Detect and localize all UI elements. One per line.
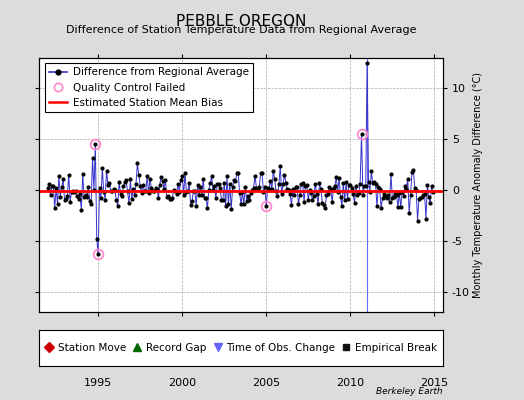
Legend: Difference from Regional Average, Quality Control Failed, Estimated Station Mean: Difference from Regional Average, Qualit… xyxy=(45,63,253,112)
Y-axis label: Monthly Temperature Anomaly Difference (°C): Monthly Temperature Anomaly Difference (… xyxy=(473,72,483,298)
Text: Berkeley Earth: Berkeley Earth xyxy=(376,387,443,396)
Text: Difference of Station Temperature Data from Regional Average: Difference of Station Temperature Data f… xyxy=(66,25,416,35)
Legend: Station Move, Record Gap, Time of Obs. Change, Empirical Break: Station Move, Record Gap, Time of Obs. C… xyxy=(41,339,441,357)
Text: 2010: 2010 xyxy=(336,378,364,388)
Text: 2000: 2000 xyxy=(168,378,196,388)
Text: PEBBLE OREGON: PEBBLE OREGON xyxy=(176,14,306,29)
Text: 2005: 2005 xyxy=(252,378,280,388)
Text: 2015: 2015 xyxy=(420,378,449,388)
Text: 1995: 1995 xyxy=(84,378,112,388)
